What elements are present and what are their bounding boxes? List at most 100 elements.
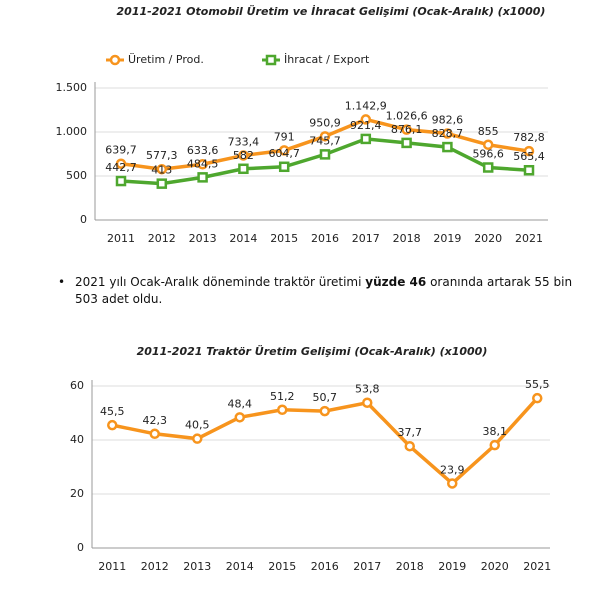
data-label: 828,7 (432, 127, 464, 140)
data-point (489, 439, 500, 451)
x-tick-label: 2017 (353, 560, 381, 573)
y-tick-label: 1.000 (56, 125, 88, 138)
data-label: 633,6 (187, 144, 219, 157)
data-point (156, 178, 168, 189)
data-label: 782,8 (513, 131, 545, 144)
data-point (319, 149, 331, 160)
x-tick-label: 2020 (481, 560, 509, 573)
chart-title: 2011-2021 Otomobil Üretim ve İhracat Gel… (117, 4, 546, 18)
data-point (362, 397, 373, 408)
data-label: 50,7 (313, 391, 338, 404)
data-label: 733,4 (228, 135, 260, 148)
x-tick-label: 2013 (189, 232, 217, 245)
data-point (238, 150, 249, 161)
data-point (360, 133, 372, 145)
data-label: 876,1 (391, 123, 423, 136)
data-point (532, 392, 543, 404)
data-label: 484,5 (187, 157, 219, 170)
data-label: 37,7 (398, 426, 423, 439)
data-point (401, 137, 412, 149)
data-point (238, 163, 249, 175)
y-tick-label: 60 (70, 379, 84, 392)
data-label: 855 (478, 125, 499, 138)
legend-label: Üretim / Prod. (128, 53, 204, 66)
data-label: 1.142,9 (345, 99, 387, 112)
data-point (404, 440, 415, 452)
legend-marker (109, 54, 121, 66)
y-tick-label: 40 (70, 433, 84, 446)
x-tick-label: 2015 (268, 560, 296, 573)
data-point (442, 128, 453, 139)
x-tick-label: 2020 (474, 232, 502, 245)
data-point (156, 163, 168, 175)
data-label: 55,5 (525, 378, 550, 391)
x-tick-label: 2012 (141, 560, 169, 573)
x-tick-label: 2015 (270, 232, 298, 245)
data-point (115, 175, 127, 187)
data-label: 982,6 (432, 114, 464, 127)
y-tick-label: 1.500 (56, 81, 88, 94)
data-point (319, 405, 330, 417)
data-label: 45,5 (100, 405, 125, 418)
data-point (360, 114, 372, 125)
x-tick-label: 2017 (352, 232, 380, 245)
data-label: 565,4 (513, 150, 545, 163)
data-point (277, 404, 288, 416)
y-tick-label: 500 (66, 169, 87, 182)
y-tick-label: 0 (80, 213, 87, 226)
data-point (278, 145, 290, 156)
data-point (234, 412, 245, 423)
legend-marker (265, 54, 277, 66)
data-label: 413 (151, 164, 172, 177)
x-tick-label: 2016 (311, 232, 339, 245)
x-tick-label: 2021 (515, 232, 543, 245)
data-label: 577,3 (146, 149, 178, 162)
data-point (115, 158, 127, 169)
x-tick-label: 2014 (229, 232, 257, 245)
x-tick-label: 2021 (523, 560, 551, 573)
text: oranında artarak 55 bin 503 adet oldu. (75, 275, 573, 306)
data-point (482, 139, 494, 151)
legend-label: İhracat / Export (284, 53, 370, 66)
x-tick-label: 2014 (226, 560, 254, 573)
data-label: 51,2 (270, 390, 295, 403)
data-label: 23,9 (440, 463, 465, 476)
data-point (192, 433, 203, 444)
x-tick-label: 2018 (393, 232, 421, 245)
x-tick-label: 2018 (396, 560, 424, 573)
y-tick-label: 0 (77, 541, 84, 554)
data-label: 639,7 (105, 144, 137, 157)
data-label: 53,8 (355, 383, 380, 396)
x-tick-label: 2012 (148, 232, 176, 245)
data-point (442, 141, 453, 153)
data-label: 791 (274, 130, 295, 143)
data-label: 950,9 (309, 116, 341, 129)
data-label: 921,4 (350, 119, 382, 132)
y-tick-label: 20 (70, 487, 84, 500)
x-tick-label: 2011 (107, 232, 135, 245)
data-point (482, 162, 494, 173)
data-label: 48,4 (228, 397, 253, 410)
data-point (447, 478, 458, 489)
data-point (401, 124, 412, 135)
data-point (523, 145, 535, 157)
data-label: 442,7 (105, 161, 137, 174)
data-label: 604,7 (268, 147, 300, 160)
data-label: 596,6 (472, 147, 504, 160)
x-tick-label: 2016 (311, 560, 339, 573)
x-tick-label: 2011 (98, 560, 126, 573)
data-point (278, 161, 290, 173)
data-point (107, 419, 118, 431)
bullet-text: 2021 yılı Ocak-Aralık döneminde traktör … (58, 274, 590, 308)
data-point (197, 172, 208, 183)
data-point (149, 428, 160, 440)
data-label: 38,1 (483, 425, 508, 438)
text: 2021 yılı Ocak-Aralık döneminde traktör … (75, 275, 366, 289)
data-point (319, 131, 331, 142)
x-tick-label: 2013 (183, 560, 211, 573)
bold-text: yüzde 46 (365, 275, 427, 289)
x-tick-label: 2019 (438, 560, 466, 573)
data-point (197, 158, 208, 170)
